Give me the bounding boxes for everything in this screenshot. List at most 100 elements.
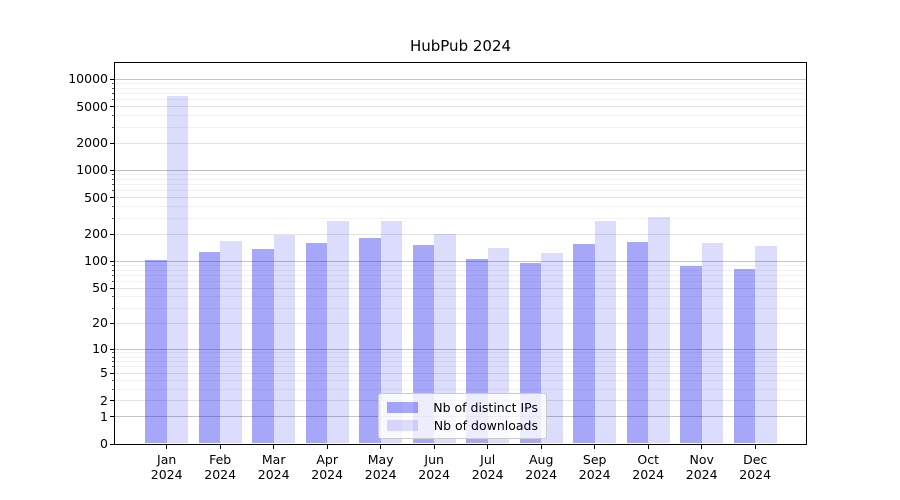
x-tick-label: Aug 2024 bbox=[525, 452, 558, 482]
y-tick-label: 1000 bbox=[76, 162, 108, 178]
gridline-minor bbox=[115, 92, 806, 94]
gridline bbox=[115, 322, 806, 324]
y-tick-minor bbox=[112, 388, 114, 390]
bar-nb-of-downloads bbox=[220, 241, 242, 444]
gridline-decade bbox=[115, 169, 806, 171]
bar-nb-of-downloads bbox=[701, 242, 724, 444]
gridline-minor bbox=[115, 274, 806, 276]
y-tick-minor bbox=[112, 280, 114, 282]
x-tick bbox=[487, 445, 489, 449]
y-tick-label: 1 bbox=[100, 408, 108, 424]
x-tick-label: Jan 2024 bbox=[150, 452, 183, 482]
y-tick-minor bbox=[112, 366, 114, 368]
x-tick bbox=[594, 445, 596, 449]
y-tick bbox=[110, 142, 114, 144]
legend-label-downloads: Nb of downloads bbox=[433, 417, 538, 433]
y-tick bbox=[110, 348, 114, 350]
x-tick bbox=[380, 445, 382, 449]
gridline-minor bbox=[115, 356, 806, 358]
gridline-minor bbox=[115, 269, 806, 271]
gridline-minor bbox=[115, 217, 806, 219]
bar-nb-of-downloads bbox=[327, 221, 349, 444]
gridline-minor bbox=[115, 83, 806, 85]
x-tick-label: Oct 2024 bbox=[632, 452, 665, 482]
x-tick bbox=[166, 445, 168, 449]
y-tick bbox=[110, 287, 114, 289]
y-tick-label: 10000 bbox=[68, 71, 108, 87]
legend-item-distinct-ips: Nb of distinct IPs bbox=[387, 400, 538, 415]
gridline-minor bbox=[115, 99, 806, 101]
gridline-minor bbox=[115, 352, 806, 354]
gridline-decade bbox=[115, 260, 806, 262]
gridline-minor bbox=[115, 87, 806, 89]
gridline-minor bbox=[115, 366, 806, 368]
y-tick-minor bbox=[112, 83, 114, 85]
bar-nb-of-distinct-ips bbox=[145, 259, 167, 444]
y-tick-minor bbox=[112, 264, 114, 266]
y-tick-minor bbox=[112, 190, 114, 192]
y-tick-minor bbox=[112, 296, 114, 298]
gridline bbox=[115, 233, 806, 235]
y-tick-minor bbox=[112, 361, 114, 363]
x-tick-label: Apr 2024 bbox=[311, 452, 344, 482]
y-tick-minor bbox=[112, 217, 114, 219]
x-tick-label: Jun 2024 bbox=[418, 452, 451, 482]
y-tick-label: 5 bbox=[100, 365, 108, 381]
bar-nb-of-distinct-ips bbox=[733, 269, 756, 444]
gridline-decade bbox=[115, 348, 806, 350]
y-tick bbox=[110, 106, 114, 108]
gridline-minor bbox=[115, 115, 806, 117]
y-tick-minor bbox=[112, 274, 114, 276]
y-tick bbox=[110, 197, 114, 199]
x-tick bbox=[433, 445, 435, 449]
x-tick bbox=[754, 445, 756, 449]
gridline-minor bbox=[115, 264, 806, 266]
bar-nb-of-downloads bbox=[380, 220, 403, 444]
y-tick-label: 200 bbox=[84, 226, 108, 242]
y-tick-minor bbox=[112, 206, 114, 208]
bar-nb-of-distinct-ips bbox=[198, 251, 221, 444]
x-tick-label: Feb 2024 bbox=[204, 452, 237, 482]
y-tick-minor bbox=[112, 356, 114, 358]
gridline-minor bbox=[115, 307, 806, 309]
gridline-decade bbox=[115, 78, 806, 80]
y-tick-minor bbox=[112, 99, 114, 101]
x-tick-label: Sep 2024 bbox=[578, 452, 611, 482]
y-tick bbox=[110, 372, 114, 374]
x-tick-label: Nov 2024 bbox=[685, 452, 718, 482]
legend-item-downloads: Nb of downloads bbox=[387, 418, 538, 433]
y-tick bbox=[110, 169, 114, 171]
x-tick bbox=[219, 445, 221, 449]
x-tick-label: Jul 2024 bbox=[471, 452, 504, 482]
y-tick bbox=[110, 322, 114, 324]
bar-nb-of-distinct-ips bbox=[680, 265, 702, 444]
x-tick bbox=[326, 445, 328, 449]
x-tick bbox=[540, 445, 542, 449]
gridline-minor bbox=[115, 296, 806, 298]
gridline bbox=[115, 106, 806, 108]
x-tick-label: Mar 2024 bbox=[257, 452, 290, 482]
gridline-minor bbox=[115, 388, 806, 390]
bar-nb-of-distinct-ips bbox=[252, 248, 274, 444]
bar-nb-of-distinct-ips bbox=[305, 243, 328, 444]
gridline-minor bbox=[115, 361, 806, 363]
x-tick-label: Dec 2024 bbox=[739, 452, 772, 482]
bar-nb-of-downloads bbox=[755, 245, 777, 444]
y-tick-minor bbox=[112, 352, 114, 354]
y-tick-minor bbox=[112, 92, 114, 94]
y-tick-label: 100 bbox=[84, 253, 108, 269]
y-tick-minor bbox=[112, 178, 114, 180]
y-tick bbox=[110, 233, 114, 235]
plot-area bbox=[114, 62, 807, 445]
y-tick-minor bbox=[112, 379, 114, 381]
x-tick bbox=[647, 445, 649, 449]
legend-label-distinct-ips: Nb of distinct IPs bbox=[433, 399, 538, 415]
y-tick-label: 500 bbox=[84, 189, 108, 205]
y-tick-label: 5000 bbox=[76, 98, 108, 114]
gridline-minor bbox=[115, 178, 806, 180]
gridline-minor bbox=[115, 206, 806, 208]
y-tick-label: 10 bbox=[92, 341, 108, 357]
bar-nb-of-distinct-ips bbox=[573, 244, 595, 444]
y-tick-minor bbox=[112, 269, 114, 271]
